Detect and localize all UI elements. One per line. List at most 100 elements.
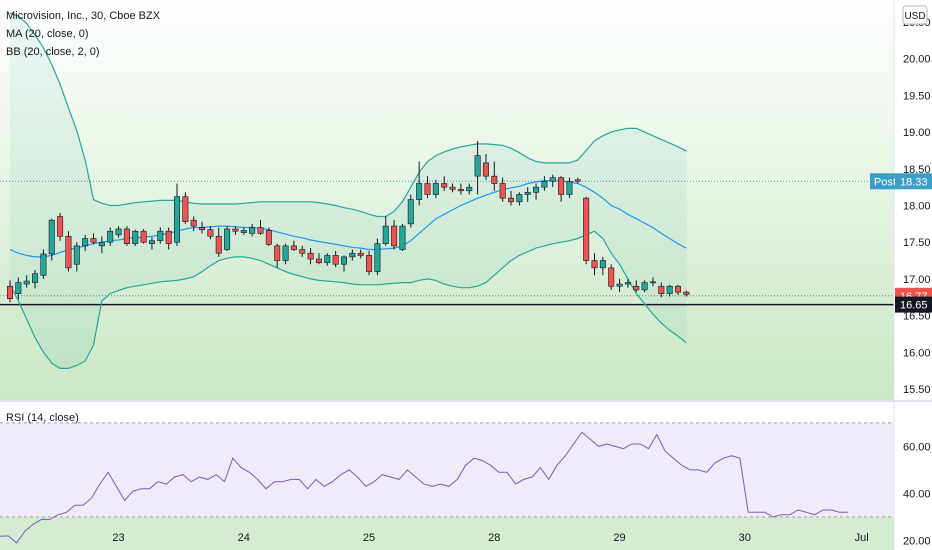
candle[interactable] xyxy=(558,176,565,202)
candle[interactable] xyxy=(391,220,398,250)
candle[interactable] xyxy=(407,194,414,228)
candle[interactable] xyxy=(174,183,181,246)
candle[interactable] xyxy=(82,234,89,252)
candle[interactable] xyxy=(633,280,640,293)
bb-legend[interactable]: BB (20, close, 2, 0) xyxy=(6,46,100,58)
candle[interactable] xyxy=(374,238,381,276)
candle[interactable] xyxy=(23,275,30,288)
candle[interactable] xyxy=(290,240,297,252)
candle[interactable] xyxy=(357,249,364,259)
candle[interactable] xyxy=(57,212,64,241)
candle[interactable] xyxy=(441,176,448,191)
candle[interactable] xyxy=(332,251,339,268)
candle[interactable] xyxy=(566,177,573,199)
candle[interactable] xyxy=(533,183,540,200)
candle[interactable] xyxy=(366,251,373,276)
candle[interactable] xyxy=(274,243,281,268)
candle[interactable] xyxy=(624,278,631,288)
candle[interactable] xyxy=(148,237,155,250)
candle[interactable] xyxy=(340,255,347,272)
candle[interactable] xyxy=(32,270,39,289)
price-tick-label: 17.00 xyxy=(903,274,931,286)
candle[interactable] xyxy=(466,183,473,195)
candle[interactable] xyxy=(157,227,164,244)
candle[interactable] xyxy=(15,277,22,300)
candle[interactable] xyxy=(7,280,14,303)
candle[interactable] xyxy=(190,216,197,232)
candle[interactable] xyxy=(658,282,665,298)
candle[interactable] xyxy=(474,140,481,195)
candle[interactable] xyxy=(599,256,606,276)
candle[interactable] xyxy=(616,278,623,293)
candle[interactable] xyxy=(199,221,206,234)
candle[interactable] xyxy=(683,290,690,297)
candle[interactable] xyxy=(315,253,322,265)
bb-upper-line[interactable] xyxy=(9,12,687,218)
bb-lower-line[interactable] xyxy=(9,230,687,369)
time-tick-label: 29 xyxy=(613,532,625,544)
candle[interactable] xyxy=(432,179,439,199)
candle[interactable] xyxy=(491,161,498,191)
candle[interactable] xyxy=(516,192,523,206)
candle[interactable] xyxy=(215,227,222,257)
candle[interactable] xyxy=(90,233,97,245)
candle[interactable] xyxy=(48,218,55,261)
rsi-pane[interactable] xyxy=(0,422,894,550)
candle[interactable] xyxy=(224,226,231,252)
candle[interactable] xyxy=(307,248,314,265)
currency-label[interactable]: USD xyxy=(904,11,925,22)
candle[interactable] xyxy=(449,183,456,193)
candle[interactable] xyxy=(232,226,239,235)
ma-legend[interactable]: MA (20, close, 0) xyxy=(6,28,89,40)
currency-button-box[interactable] xyxy=(902,5,928,25)
candle[interactable] xyxy=(608,264,615,290)
candle[interactable] xyxy=(574,177,581,184)
candle[interactable] xyxy=(240,227,247,235)
candle[interactable] xyxy=(674,284,681,296)
candle[interactable] xyxy=(482,154,489,180)
candle[interactable] xyxy=(541,176,548,191)
candle[interactable] xyxy=(416,161,423,206)
candle[interactable] xyxy=(324,253,331,266)
candle[interactable] xyxy=(641,280,648,293)
candle[interactable] xyxy=(591,253,598,276)
candle[interactable] xyxy=(207,226,214,240)
candle[interactable] xyxy=(424,176,431,199)
candle[interactable] xyxy=(499,177,506,202)
candle[interactable] xyxy=(107,227,114,246)
candle[interactable] xyxy=(123,226,130,246)
candle[interactable] xyxy=(265,227,272,246)
candle[interactable] xyxy=(65,231,72,272)
candle[interactable] xyxy=(98,236,105,254)
candle[interactable] xyxy=(349,249,356,261)
candle[interactable] xyxy=(182,192,189,224)
candle[interactable] xyxy=(115,226,122,238)
candle[interactable] xyxy=(132,229,139,246)
price-pane[interactable] xyxy=(0,12,894,369)
candle[interactable] xyxy=(40,249,47,279)
candle[interactable] xyxy=(399,223,406,252)
candle[interactable] xyxy=(507,190,514,206)
candle[interactable] xyxy=(549,174,556,188)
rsi-line[interactable] xyxy=(0,431,848,544)
ma-line[interactable] xyxy=(9,180,687,258)
candle[interactable] xyxy=(649,277,656,287)
candle[interactable] xyxy=(583,196,590,265)
candle[interactable] xyxy=(73,242,80,272)
candle[interactable] xyxy=(257,220,264,235)
rsi-legend[interactable]: RSI (14, close) xyxy=(6,412,79,424)
currency-button[interactable]: USD xyxy=(902,5,928,25)
candle[interactable] xyxy=(282,243,289,265)
post-price-tag-box xyxy=(895,173,932,190)
candle[interactable] xyxy=(249,223,256,237)
candle[interactable] xyxy=(165,227,172,250)
candle[interactable] xyxy=(524,187,531,202)
candle[interactable] xyxy=(299,245,306,257)
candle[interactable] xyxy=(666,284,673,297)
candle-body xyxy=(666,285,673,294)
candle[interactable] xyxy=(382,216,389,246)
candle[interactable] xyxy=(457,183,464,195)
symbol-legend[interactable]: Microvision, Inc., 30, Cboe BZX xyxy=(6,10,161,22)
candle[interactable] xyxy=(140,228,147,244)
